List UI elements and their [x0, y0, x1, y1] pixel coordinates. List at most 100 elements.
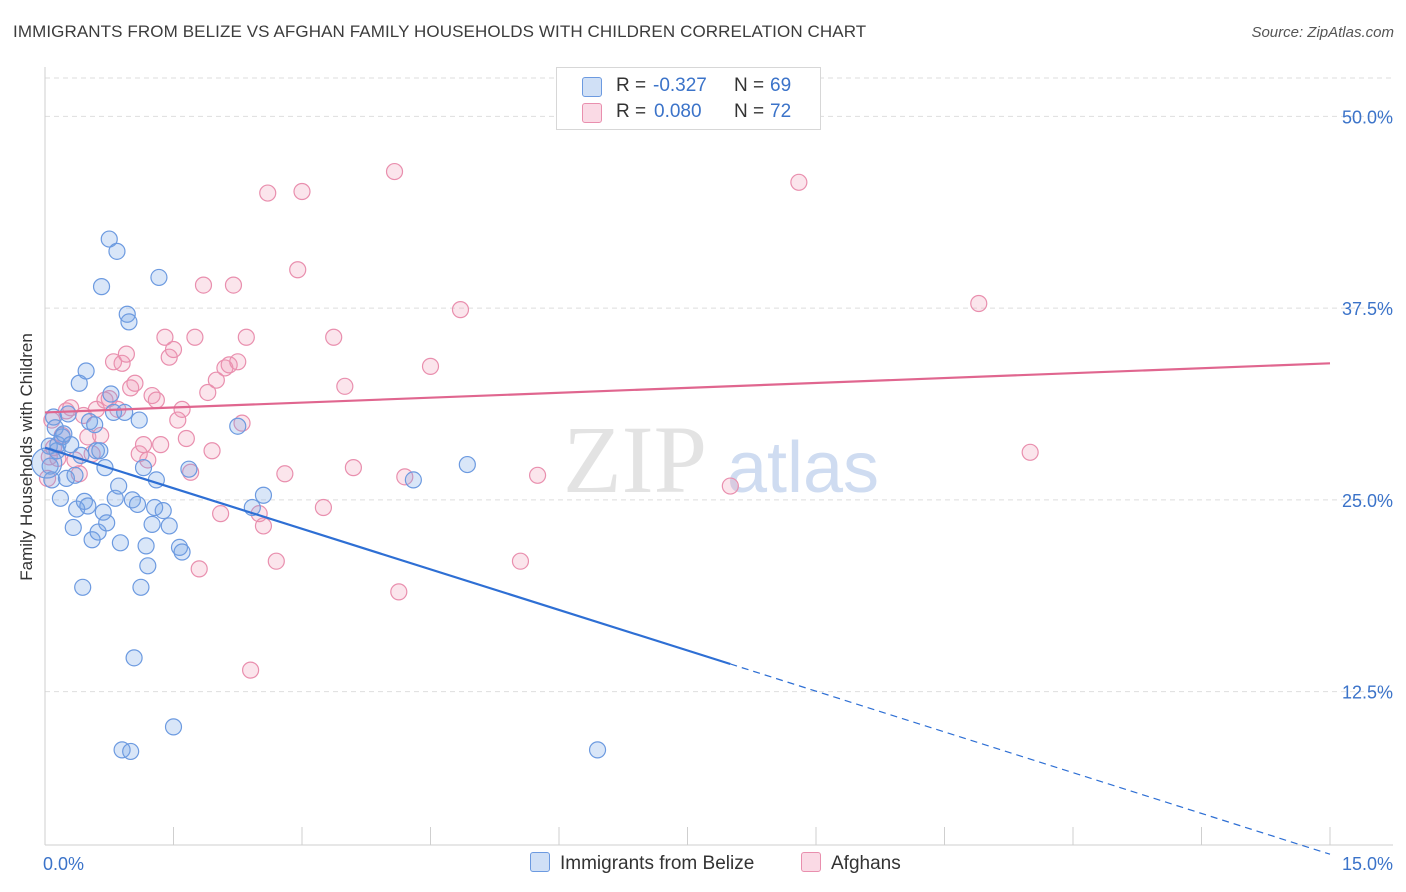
afghan-point [117, 345, 135, 363]
legend-item-belize[interactable]: Immigrants from Belize [530, 852, 754, 875]
afghan-point [212, 505, 230, 523]
r-label: R = [616, 101, 647, 122]
belize-point [123, 491, 141, 509]
y-axis-label: Family Households with Children [17, 333, 36, 581]
legend-afghan-label: Afghans [831, 853, 901, 874]
belize-point [125, 649, 143, 667]
n-value: 72 [770, 101, 792, 122]
afghan-point [276, 465, 294, 483]
belize-point [62, 436, 80, 454]
belize-point [254, 486, 273, 504]
afghan-point [190, 560, 208, 578]
belize-point [98, 514, 116, 532]
afghan-point [126, 374, 144, 392]
afghan-point [130, 445, 148, 463]
belize-point [132, 578, 150, 596]
afghan-point [385, 162, 404, 181]
belize-point [128, 495, 147, 514]
afghan-point [203, 442, 221, 460]
afghan-point [344, 459, 362, 477]
belize-point [59, 405, 77, 423]
belize-point [77, 362, 95, 380]
stats-row-belize: R = -0.327 N = 69 [557, 75, 820, 101]
belize-point [108, 242, 126, 260]
belize-point [137, 537, 155, 555]
legend-belize-swatch [530, 852, 550, 872]
afghan-point [156, 328, 174, 346]
belize-trend-extension [730, 663, 1331, 855]
n-label: N = [734, 75, 765, 96]
belize-point [89, 523, 107, 541]
afghan-point [293, 182, 311, 201]
belize-point [130, 411, 148, 429]
afghan-point [254, 517, 273, 535]
afghan-point [194, 276, 213, 294]
afghan-point [451, 301, 470, 319]
belize-point [55, 425, 73, 443]
belize-point [92, 278, 111, 296]
afghan-point [147, 391, 165, 409]
axes [44, 67, 1393, 846]
belize-point [458, 455, 476, 474]
belize-point [404, 471, 422, 489]
afghan-point [259, 184, 277, 202]
afghan-point [511, 552, 530, 570]
legend: Immigrants from Belize Afghans [0, 852, 1406, 878]
belize-point [111, 534, 129, 552]
watermark: ZIP atlas [563, 406, 879, 513]
source-label: Source: ZipAtlas.com [1251, 24, 1394, 41]
belize-point [51, 489, 70, 507]
afghan-point [199, 383, 217, 402]
afghan-point [113, 354, 131, 372]
r-label: R = [616, 75, 647, 96]
belize-point [173, 543, 191, 561]
tick-labels: 12.5% 25.0% 37.5% 50.0% 0.0% 15.0% [43, 107, 1393, 874]
belize-point [164, 718, 183, 736]
afghan-point [169, 411, 187, 429]
afghan-point [104, 353, 123, 371]
belize-point [41, 457, 59, 475]
afghan-point [289, 261, 307, 279]
belize-point [91, 442, 109, 460]
watermark-atlas: atlas [727, 428, 879, 508]
belize-points [31, 230, 607, 761]
afghan-point [134, 436, 153, 454]
afghan-point [528, 466, 547, 484]
afghan-point [186, 328, 204, 346]
belize-point [143, 515, 161, 533]
afghan-point [207, 371, 225, 389]
belize-point [116, 403, 134, 422]
y-tick-label: 50.0% [1342, 107, 1393, 127]
n-value: 69 [770, 75, 792, 96]
r-value: 0.080 [654, 101, 702, 122]
n-label: N = [734, 101, 765, 122]
afghan-point [336, 377, 354, 395]
belize-point [66, 466, 84, 484]
afghan-trend-line [44, 362, 1331, 414]
belize-point [80, 413, 99, 431]
belize-point [150, 268, 168, 287]
belize-point [139, 557, 157, 575]
trend-lines [44, 362, 1331, 855]
legend-afghan-swatch [801, 852, 821, 872]
belize-point [122, 742, 140, 761]
afghan-point [421, 357, 440, 375]
afghan-point [325, 328, 343, 346]
y-tick-label: 12.5% [1342, 683, 1393, 703]
afghan-point [970, 294, 988, 313]
belize-trend-line [44, 446, 731, 666]
belize-point [100, 230, 118, 248]
afghan-point [173, 400, 191, 418]
afghan-point [1021, 443, 1039, 461]
afghan-point [164, 340, 183, 359]
stats-row-afghan: R = 0.080 N = 72 [557, 101, 820, 127]
belize-point [86, 416, 104, 434]
afghan-point [177, 429, 195, 448]
belize-point [154, 501, 172, 520]
chart-title: IMMIGRANTS FROM BELIZE VS AFGHAN FAMILY … [13, 22, 867, 41]
belize-point [113, 741, 131, 759]
afghan-point [237, 328, 255, 346]
afghan-point [721, 477, 739, 495]
afghan-point [229, 353, 247, 371]
legend-item-afghan[interactable]: Afghans [801, 852, 901, 875]
